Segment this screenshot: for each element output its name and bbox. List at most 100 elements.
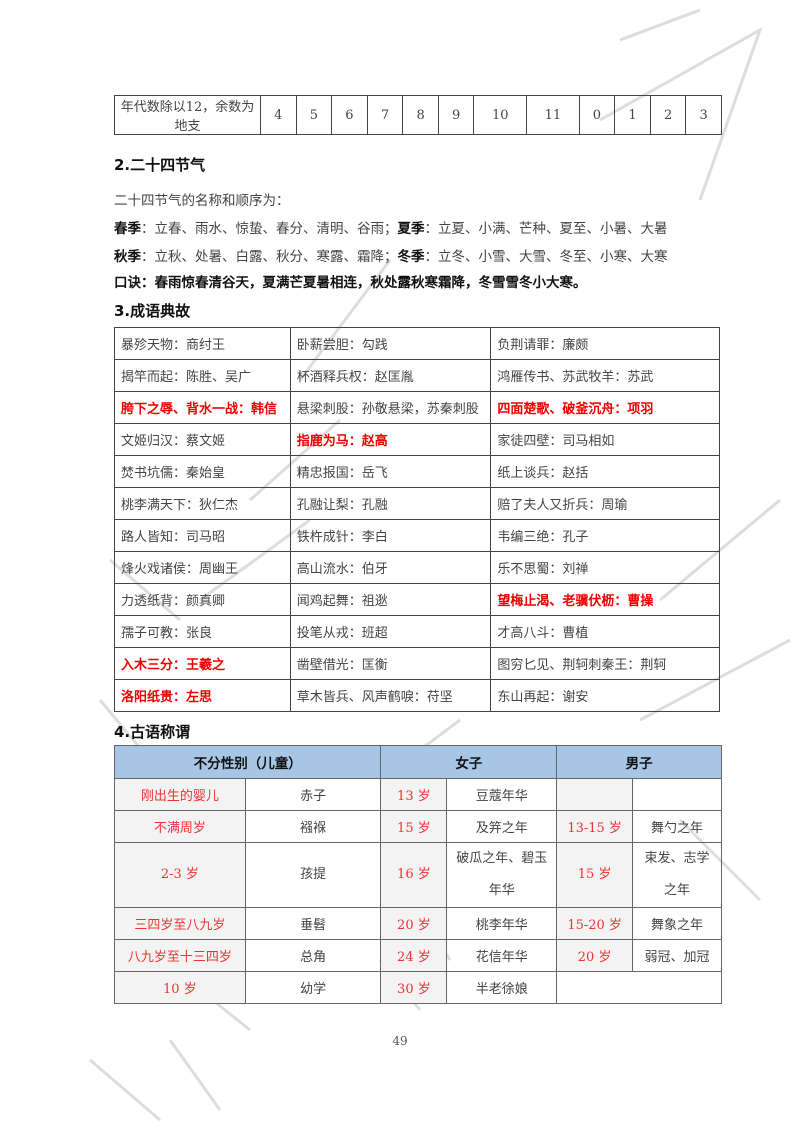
term-cell: 束发、志学之年: [632, 842, 722, 908]
term-cell: 总角: [244, 939, 382, 972]
age-cell: 2-3 岁: [114, 842, 246, 908]
idiom-cell: 路人皆知：司马昭: [114, 519, 291, 552]
cell: 5: [295, 95, 333, 135]
idiom-cell: 才高八斗：曹植: [490, 615, 720, 648]
term-cell: 舞勺之年: [632, 810, 722, 843]
section-heading: 2.二十四节气: [114, 156, 206, 174]
age-cell: 10 岁: [114, 971, 246, 1004]
idiom-table: 暴殄天物：商纣王 卧薪尝胆：勾践 负荆请罪：廉颇 揭竿而起：陈胜、吴广 杯酒释兵权：赵匡…: [114, 327, 720, 712]
idiom-cell: 揭竿而起：陈胜、吴广: [114, 359, 291, 392]
table-row: 年代数除以12，余数为地支 4 5 6 7 8 9 10 11 0 1 2 3: [114, 95, 722, 135]
header-row: 不分性别（儿童） 女子 男子: [113, 745, 722, 779]
table-row: 洛阳纸贵：左思 草木皆兵、风声鹤唳：苻坚 东山再起：谢安: [114, 679, 720, 712]
header-children: 不分性别（儿童）: [113, 745, 382, 779]
age-cell: 20 岁: [556, 939, 634, 972]
idiom-cell: 纸上谈兵：赵括: [490, 455, 720, 488]
term-cell: 赤子: [244, 778, 382, 811]
idiom-cell: 桃李满天下：狄仁杰: [114, 487, 291, 520]
idiom-cell: 乐不思蜀：刘禅: [490, 551, 720, 584]
row-label: 年代数除以12，余数为地支: [114, 95, 261, 135]
text: ：立秋、处暑、白露、秋分、寒露、霜降；: [141, 249, 398, 265]
idiom-cell: 洛阳纸贵：左思: [114, 679, 291, 712]
idiom-cell: 暴殄天物：商纣王: [114, 327, 291, 360]
age-cell: 三四岁至八九岁: [114, 907, 246, 940]
table-row: 不满周岁 襁褓 15 岁及笄之年 13-15 岁舞勺之年: [114, 810, 722, 843]
section-heading: 3.成语典故: [114, 302, 191, 320]
rhyme-line: 口诀：春雨惊春清谷天，夏满芒夏暑相连，秋处露秋寒霜降，冬雪雪冬小大寒。: [114, 275, 587, 291]
idiom-cell: 烽火戏诸侯：周幽王: [114, 551, 291, 584]
idiom-cell: 悬梁刺股：孙敬悬梁，苏秦刺股: [289, 391, 492, 424]
age-cell: 16 岁: [380, 842, 448, 908]
age-cell: 24 岁: [380, 939, 448, 972]
age-cell: 13-15 岁: [556, 810, 634, 843]
table-row: 暴殄天物：商纣王 卧薪尝胆：勾践 负荆请罪：廉颇: [114, 327, 720, 360]
table-row: 孺子可教：张良 投笔从戎：班超 才高八斗：曹植: [114, 615, 720, 648]
idiom-cell: 杯酒释兵权：赵匡胤: [289, 359, 492, 392]
term-cell: 幼学: [244, 971, 382, 1004]
spring-summer-line: 春季：立春、雨水、惊蛰、春分、清明、谷雨；夏季：立夏、小满、芒种、夏至、小暑、大…: [114, 217, 668, 237]
table-row: 刚出生的婴儿 赤子 13 岁豆蔻年华: [114, 778, 722, 811]
idiom-cell: 指鹿为马：赵高: [289, 423, 492, 456]
idiom-cell: 凿壁借光：匡衡: [289, 647, 492, 680]
cell: 11: [526, 95, 580, 135]
age-cell: 30 岁: [380, 971, 448, 1004]
idiom-cell: 文姬归汉：蔡文姬: [114, 423, 291, 456]
term-cell: 垂髫: [244, 907, 382, 940]
label: 秋季: [114, 249, 141, 265]
page-number: 49: [392, 1034, 408, 1048]
cell: 1: [614, 95, 651, 135]
header-female: 女子: [380, 745, 558, 779]
header-male: 男子: [556, 745, 722, 779]
idiom-cell: 精忠报国：岳飞: [289, 455, 492, 488]
age-cell: [556, 778, 634, 811]
term-cell: 豆蔻年华: [446, 778, 558, 811]
cell: 0: [578, 95, 616, 135]
idiom-cell: 闻鸡起舞：祖逖: [289, 583, 492, 616]
term-cell: 桃李年华: [446, 907, 558, 940]
idiom-cell: 图穷匕见、荆轲刺秦王：荆轲: [490, 647, 720, 680]
cell: 8: [402, 95, 439, 135]
idiom-cell: 孔融让梨：孔融: [289, 487, 492, 520]
table-row: 焚书坑儒：秦始皇 精忠报国：岳飞 纸上谈兵：赵括: [114, 455, 720, 488]
cell: 3: [685, 95, 722, 135]
idiom-cell: 赔了夫人又折兵：周瑜: [490, 487, 720, 520]
table-row: 八九岁至十三四岁 总角 24 岁花信年华 20 岁弱冠、加冠: [114, 939, 722, 972]
term-cell: [632, 778, 722, 811]
table-row: 10 岁幼学 30 岁半老徐娘: [114, 971, 722, 1004]
idiom-cell: 卧薪尝胆：勾践: [289, 327, 492, 360]
idiom-cell: 入木三分：王羲之: [114, 647, 291, 680]
table-row: 烽火戏诸侯：周幽王 高山流水：伯牙 乐不思蜀：刘禅: [114, 551, 720, 584]
idiom-cell: 负荆请罪：廉颇: [490, 327, 720, 360]
text: ：立冬、小雪、大雪、冬至、小寒、大寒: [424, 249, 668, 265]
term-cell: 破瓜之年、碧玉年华: [446, 842, 558, 908]
term-cell: 及笄之年: [446, 810, 558, 843]
term-cell: 舞象之年: [632, 907, 722, 940]
dizhi-table: 年代数除以12，余数为地支 4 5 6 7 8 9 10 11 0 1 2 3: [114, 95, 722, 135]
idiom-cell: 鸿雁传书、苏武牧羊：苏武: [490, 359, 720, 392]
label: 夏季: [397, 221, 425, 237]
label: 冬季: [397, 249, 425, 265]
age-cell: 八九岁至十三四岁: [114, 939, 246, 972]
idiom-cell: 力透纸背：颜真卿: [114, 583, 291, 616]
age-cell: 15 岁: [380, 810, 448, 843]
text: ：立夏、小满、芒种、夏至、小暑、大暑: [424, 221, 668, 237]
cell: 2: [649, 95, 687, 135]
intro-text: 二十四节气的名称和顺序为：: [114, 193, 290, 209]
table-row: 文姬归汉：蔡文姬 指鹿为马：赵高 家徒四壁：司马相如: [114, 423, 720, 456]
autumn-winter-line: 秋季：立秋、处暑、白露、秋分、寒露、霜降；冬季：立冬、小雪、大雪、冬至、小寒、大…: [114, 245, 668, 265]
idiom-cell: 东山再起：谢安: [490, 679, 720, 712]
table-row: 路人皆知：司马昭 铁杵成针：李白 韦编三绝：孔子: [114, 519, 720, 552]
idiom-cell: 孺子可教：张良: [114, 615, 291, 648]
idiom-cell: 焚书坑儒：秦始皇: [114, 455, 291, 488]
idiom-cell: 草木皆兵、风声鹤唳：苻坚: [289, 679, 492, 712]
idiom-cell: 家徒四壁：司马相如: [490, 423, 720, 456]
table-row: 胯下之辱、背水一战：韩信 悬梁刺股：孙敬悬梁，苏秦刺股 四面楚歌、破釜沉舟：项羽: [114, 391, 720, 424]
age-cell: [556, 971, 722, 1004]
age-cell: 刚出生的婴儿: [114, 778, 246, 811]
table-row: 力透纸背：颜真卿 闻鸡起舞：祖逖 望梅止渴、老骥伏枥：曹操: [114, 583, 720, 616]
age-cell: 13 岁: [380, 778, 448, 811]
label: 春季: [114, 221, 141, 237]
section-heading: 4.古语称谓: [114, 723, 191, 741]
idiom-cell: 四面楚歌、破釜沉舟：项羽: [490, 391, 720, 424]
cell: 9: [437, 95, 475, 135]
